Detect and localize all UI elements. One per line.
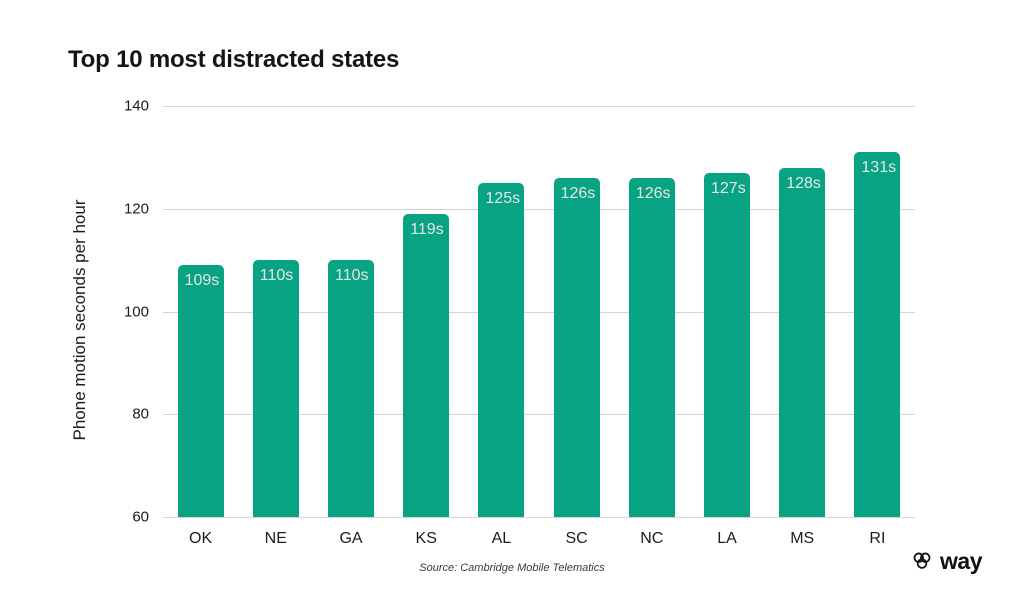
bar-value-label: 128s (786, 174, 821, 192)
bar[interactable]: 110s (252, 260, 299, 517)
x-axis-tick-label: RI (869, 530, 886, 547)
bar-value-label: 110s (335, 267, 369, 285)
x-axis-tick-label: OK (189, 530, 213, 547)
bar-value-label: 131s (861, 159, 897, 177)
bar[interactable]: 119s (403, 213, 450, 517)
brand-name: way (940, 547, 982, 574)
plot-area: 60 80 100 120 140 109s OK 110s NE 110s GA 119s KS 12… (124, 98, 915, 547)
gridline (163, 414, 915, 416)
source-note: Source: Cambridge Mobile Telematics (419, 562, 605, 574)
bar-value-label: 109s (184, 272, 220, 290)
bar-group[interactable]: 109s OK (177, 106, 224, 547)
x-axis-tick-label: NE (264, 530, 287, 547)
bar[interactable]: 126s (628, 177, 675, 517)
gridline (163, 106, 915, 107)
x-axis-tick-label: LA (717, 530, 737, 547)
bar-value-label: 125s (485, 190, 521, 208)
bar[interactable]: 131s (854, 152, 901, 517)
bar[interactable]: 126s (553, 177, 600, 517)
bar-group[interactable]: 110s GA (328, 106, 374, 547)
y-axis-tick-label: 100 (123, 303, 149, 320)
bar[interactable]: 110s (328, 260, 374, 517)
x-axis-tick-label: AL (491, 530, 512, 547)
gridline (163, 311, 915, 313)
bar[interactable]: 127s (704, 172, 750, 517)
bar-value-label: 127s (711, 179, 746, 197)
bar-group[interactable]: 126s NC (628, 106, 675, 547)
bar-group[interactable]: 110s NE (252, 106, 299, 547)
bar-value-label: 126s (560, 184, 596, 202)
chart-title: Top 10 most distracted states (68, 46, 400, 73)
bar-group[interactable]: 128s MS (779, 106, 826, 547)
x-axis-tick-label: GA (339, 530, 363, 547)
y-axis-tick-label: 60 (132, 508, 149, 526)
bar[interactable]: 125s (478, 183, 525, 517)
x-axis-tick-label: KS (415, 530, 437, 547)
x-axis-tick-label: NC (640, 530, 664, 547)
y-axis-title: Phone motion seconds per hour (70, 199, 89, 441)
bar-group[interactable]: 125s AL (478, 106, 525, 547)
bar-group[interactable]: 127s LA (704, 106, 750, 547)
bar-group[interactable]: 131s RI (854, 106, 901, 547)
gridline (163, 208, 915, 210)
y-axis-tick-label: 80 (132, 405, 149, 423)
x-axis-tick-label: MS (790, 530, 815, 547)
bar-value-label: 110s (259, 267, 294, 285)
bar-series: 109s OK 110s NE 110s GA 119s KS 125s AL 126s SC 126s… (163, 106, 915, 547)
bar-value-label: 119s (410, 220, 444, 238)
bar-group[interactable]: 126s SC (553, 106, 600, 547)
bar[interactable]: 109s (177, 265, 224, 517)
knot-logo-icon (913, 552, 931, 569)
bar-group[interactable]: 119s KS (403, 106, 450, 547)
brand-logo: way (910, 549, 982, 573)
y-axis-tick-label: 120 (123, 200, 149, 218)
y-axis-tick-label: 140 (123, 97, 149, 115)
x-axis-tick-label: SC (565, 530, 588, 547)
gridline (163, 517, 915, 518)
bar-value-label: 126s (635, 184, 671, 202)
bar[interactable]: 128s (779, 167, 826, 517)
